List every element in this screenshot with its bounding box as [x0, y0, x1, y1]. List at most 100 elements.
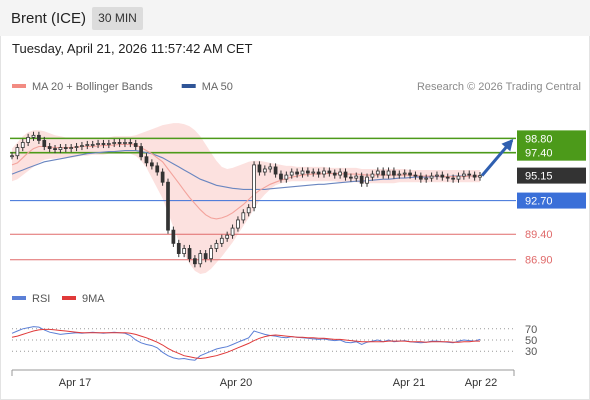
- rsi-ref-label-30: 30: [525, 346, 537, 358]
- rsi-legend-swatch-1: [62, 296, 76, 300]
- candle-body: [187, 248, 192, 260]
- candle-body: [133, 143, 138, 147]
- candle-body: [69, 147, 74, 149]
- candle-body: [230, 227, 235, 236]
- level-tag-86.90: 86.90: [525, 255, 553, 267]
- level-tag-92.70: 92.70: [525, 196, 553, 208]
- candle-body: [408, 172, 412, 176]
- candle-body: [209, 248, 213, 260]
- candle-body: [198, 253, 203, 265]
- candle-body: [467, 173, 472, 176]
- candle-body: [252, 164, 256, 209]
- candle-body: [451, 177, 455, 180]
- candle-body: [305, 170, 310, 174]
- candle-body: [160, 171, 165, 183]
- level-tag-89.40: 89.40: [525, 229, 553, 241]
- candle-body: [392, 170, 396, 176]
- x-tick-label-3: Apr 22: [465, 377, 497, 389]
- candle-body: [327, 170, 332, 174]
- level-tag-bg-98.80: [517, 130, 586, 147]
- candle-body: [80, 145, 84, 147]
- candle-body: [279, 173, 283, 180]
- bollinger-band: [12, 123, 480, 274]
- x-tick-label-0: Apr 17: [59, 377, 91, 389]
- instrument-title: Brent (ICE): [11, 10, 87, 27]
- candle-body: [96, 143, 100, 145]
- candle-body: [117, 142, 122, 144]
- candle-body: [219, 237, 224, 244]
- candle-body: [128, 142, 133, 144]
- candle-body: [53, 148, 57, 150]
- x-tick-label-1: Apr 20: [220, 377, 252, 389]
- rsi-ref-label-70: 70: [525, 324, 537, 336]
- ma50-line: [11, 150, 480, 190]
- legend-swatch-1: [181, 84, 196, 88]
- candle-body: [74, 146, 79, 148]
- candle-body: [155, 165, 160, 173]
- candle-body: [257, 164, 262, 173]
- ma20-line: [11, 143, 480, 220]
- level-tag-95.15: 95.15: [525, 171, 553, 183]
- candle-body: [413, 174, 418, 177]
- candle-body: [402, 172, 407, 175]
- candle-body: [343, 171, 348, 178]
- level-tag-97.40: 97.40: [525, 148, 553, 160]
- candle-body: [166, 181, 170, 231]
- candle-body: [375, 170, 380, 175]
- legend-label-1: MA 50: [202, 81, 233, 93]
- level-tag-bg-95.15: [517, 167, 586, 184]
- rsi-legend-label-1: 9MA: [82, 293, 105, 305]
- candle-body: [63, 147, 68, 149]
- candle-body: [149, 162, 154, 167]
- timeframe-selector[interactable]: 30 MIN: [92, 7, 143, 30]
- rsi-series-9MA: [11, 328, 480, 360]
- candle-body: [90, 144, 95, 146]
- candle-body: [171, 229, 176, 244]
- candle-body: [456, 175, 461, 180]
- candle-body: [123, 142, 127, 144]
- level-tag-bg-92.70: [517, 192, 586, 209]
- rsi-legend-label-0: RSI: [32, 293, 50, 305]
- candle-body: [295, 171, 299, 175]
- level-tag-bg-97.40: [517, 144, 586, 161]
- candle-body: [370, 173, 375, 178]
- candle-body: [381, 170, 386, 176]
- candle-body: [193, 258, 197, 265]
- candle-body: [225, 234, 230, 239]
- projection-arrow-head: [501, 138, 514, 152]
- candle-body: [338, 171, 343, 176]
- rsi-legend-swatch-0: [12, 296, 26, 300]
- candle-body: [429, 175, 434, 179]
- candle-body: [311, 171, 316, 174]
- x-tick-label-2: Apr 21: [393, 377, 425, 389]
- candle-body: [182, 248, 187, 254]
- header-bar: Brent (ICE) 30 MIN: [0, 0, 590, 36]
- candle-body: [332, 172, 337, 176]
- candle-body: [354, 175, 359, 179]
- candle-body: [322, 170, 326, 175]
- candle-body: [289, 171, 294, 176]
- candle-body: [284, 174, 289, 180]
- candle-body: [85, 144, 90, 146]
- candle-body: [424, 177, 429, 180]
- candle-body: [435, 174, 439, 177]
- candle-body: [461, 173, 466, 177]
- legend-label-0: MA 20 + Bollinger Bands: [32, 81, 153, 93]
- candle-body: [112, 142, 117, 144]
- candle-body: [203, 253, 208, 260]
- candle-body: [15, 147, 20, 157]
- copyright-text: Research © 2026 Trading Central: [417, 81, 581, 93]
- candle-body: [58, 147, 63, 151]
- candle-body: [300, 170, 305, 175]
- candle-body: [397, 173, 402, 176]
- candle-body: [472, 174, 477, 178]
- candle-body: [349, 176, 353, 179]
- candle-body: [101, 143, 106, 145]
- candle-body: [20, 142, 25, 148]
- timestamp: Tuesday, April 21, 2026 11:57:42 AM CET: [12, 41, 253, 56]
- candle-body: [241, 212, 246, 221]
- candle-body: [386, 170, 391, 176]
- candle-body: [359, 175, 364, 184]
- candle-body: [273, 166, 278, 175]
- candle-body: [47, 146, 52, 149]
